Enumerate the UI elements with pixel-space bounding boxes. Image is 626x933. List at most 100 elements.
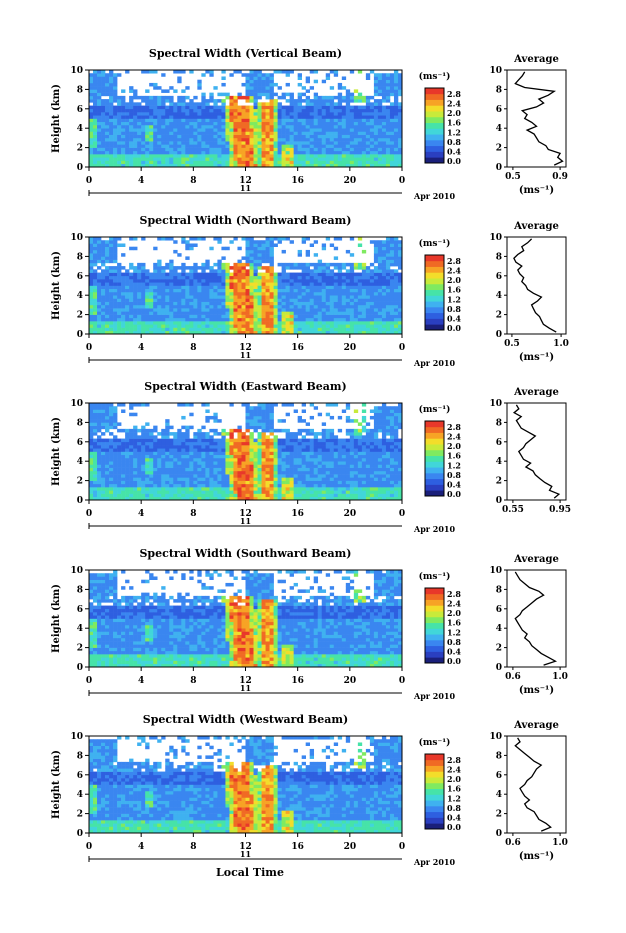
heatmap-cell xyxy=(378,263,382,267)
heatmap-cell xyxy=(209,154,213,158)
heatmap-cell xyxy=(209,286,213,290)
heatmap-cell xyxy=(93,237,97,241)
heatmap-cell xyxy=(121,273,125,277)
heatmap-cell xyxy=(205,416,209,420)
heatmap-cell xyxy=(318,125,322,129)
heatmap-cell xyxy=(113,86,117,90)
heatmap-cell xyxy=(378,289,382,293)
heatmap-cell xyxy=(205,282,209,286)
heatmap-cell xyxy=(97,151,101,155)
heatmap-cell xyxy=(258,413,262,417)
heatmap-cell xyxy=(302,99,306,103)
heatmap-cell xyxy=(346,138,350,142)
heatmap-cell xyxy=(149,484,153,488)
heatmap-cell xyxy=(173,240,177,244)
heatmap-cell xyxy=(225,471,229,475)
heatmap-cell xyxy=(133,328,137,332)
heatmap-cell xyxy=(302,292,306,296)
heatmap-cell xyxy=(386,96,390,100)
heatmap-cell xyxy=(254,484,258,488)
heatmap-cell xyxy=(89,403,93,407)
heatmap-cell xyxy=(326,141,330,145)
heatmap-cell xyxy=(149,135,153,139)
heatmap-cell xyxy=(298,305,302,309)
heatmap-cell xyxy=(266,125,270,129)
heatmap-cell xyxy=(209,490,213,494)
heatmap-cell xyxy=(246,305,250,309)
heatmap-cell xyxy=(109,494,113,498)
heatmap-cell xyxy=(133,468,137,472)
heatmap-cell xyxy=(117,321,121,325)
heatmap-cell xyxy=(229,148,233,152)
heatmap-cell xyxy=(382,305,386,309)
heatmap-cell xyxy=(185,279,189,283)
heatmap-cell xyxy=(310,154,314,158)
heatmap-cell xyxy=(93,112,97,116)
heatmap-cell xyxy=(93,83,97,87)
heatmap-cell xyxy=(97,70,101,74)
heatmap-cell xyxy=(201,148,205,152)
heatmap-cell xyxy=(346,115,350,119)
panel-1: Spectral Width (Northward Beam)Height (k… xyxy=(51,214,569,368)
heatmap-cell xyxy=(113,468,117,472)
heatmap-cell xyxy=(241,135,245,139)
heatmap-cell xyxy=(109,99,113,103)
heatmap-cell xyxy=(141,474,145,478)
heatmap-cell xyxy=(157,315,161,319)
heatmap-cell xyxy=(286,154,290,158)
heatmap-cell xyxy=(145,112,149,116)
heatmap-cell xyxy=(374,89,378,93)
heatmap-cell xyxy=(286,161,290,165)
heatmap-cell xyxy=(189,439,193,443)
heatmap-cell xyxy=(225,494,229,498)
heatmap-cell xyxy=(350,295,354,299)
heatmap-cell xyxy=(217,240,221,244)
heatmap-cell xyxy=(233,131,237,135)
heatmap-cell xyxy=(258,292,262,296)
heatmap-cell xyxy=(362,141,366,145)
heatmap-cell xyxy=(306,106,310,110)
heatmap-cell xyxy=(193,131,197,135)
heatmap-cell xyxy=(197,321,201,325)
heatmap-cell xyxy=(113,125,117,129)
heatmap-cell xyxy=(290,263,294,267)
heatmap-cell xyxy=(254,99,258,103)
heatmap-cells xyxy=(89,403,402,500)
heatmap-cell xyxy=(282,276,286,280)
heatmap-cell xyxy=(310,109,314,113)
heatmap-cell xyxy=(93,422,97,426)
heatmap-cell xyxy=(334,328,338,332)
heatmap-cell xyxy=(250,151,254,155)
heatmap-cell xyxy=(93,494,97,498)
heatmap-cell xyxy=(145,102,149,106)
heatmap-cell xyxy=(197,468,201,472)
heatmap-cell xyxy=(358,135,362,139)
heatmap-cell xyxy=(137,269,141,273)
heatmap-cell xyxy=(246,494,250,498)
heatmap-cell xyxy=(133,305,137,309)
heatmap-cell xyxy=(274,106,278,110)
heatmap-cell xyxy=(358,112,362,116)
heatmap-cell xyxy=(362,308,366,312)
heatmap-cell xyxy=(294,102,298,106)
heatmap-cell xyxy=(157,109,161,113)
heatmap-cell xyxy=(390,141,394,145)
heatmap-cell xyxy=(390,131,394,135)
heatmap-cell xyxy=(173,122,177,126)
heatmap-cell xyxy=(181,122,185,126)
heatmap-cell xyxy=(290,328,294,332)
heatmap-cell xyxy=(225,318,229,322)
heatmap-cell xyxy=(394,86,398,90)
heatmap-cell xyxy=(165,321,169,325)
heatmap-cell xyxy=(350,70,354,74)
heatmap-cell xyxy=(205,435,209,439)
heatmap-cell xyxy=(93,442,97,446)
heatmap-cell xyxy=(326,276,330,280)
heatmap-cell xyxy=(229,141,233,145)
heatmap-cell xyxy=(254,308,258,312)
heatmap-cell xyxy=(217,439,221,443)
heatmap-cell xyxy=(177,289,181,293)
heatmap-cell xyxy=(161,468,165,472)
heatmap-cell xyxy=(157,311,161,315)
heatmap-cell xyxy=(225,125,229,129)
